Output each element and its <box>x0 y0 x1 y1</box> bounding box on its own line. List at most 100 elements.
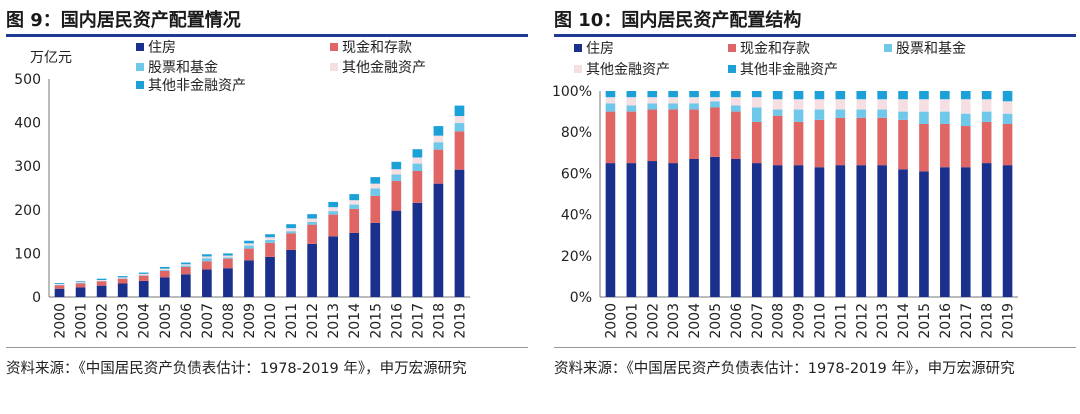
bar-segment <box>835 91 846 100</box>
x-tick-label: 2013 <box>326 303 342 339</box>
bar-segment <box>117 278 128 284</box>
bar-segment <box>689 109 699 159</box>
legend-swatch <box>136 43 144 51</box>
bar-segment <box>877 117 887 166</box>
legend-swatch <box>574 65 582 73</box>
bar-segment <box>877 99 887 110</box>
bar-segment <box>244 248 254 261</box>
bar-segment <box>1002 123 1013 166</box>
bar-segment <box>605 163 616 297</box>
bar-segment <box>960 113 971 127</box>
bar-segment <box>919 99 929 112</box>
bar-segment <box>265 239 275 243</box>
x-tick-label: 2006 <box>179 303 195 339</box>
bar-segment <box>835 109 846 118</box>
y-tick-label: 80% <box>561 125 592 141</box>
bar-segment <box>856 109 867 118</box>
source-note: 资料来源：《中国居民资产负债表估计：1978-2019 年》，申万宏源研究 <box>6 361 467 377</box>
bar-segment <box>307 224 317 244</box>
x-tick-label: 2004 <box>137 303 153 339</box>
bar-segment <box>328 201 339 208</box>
bar-segment <box>433 149 444 184</box>
bar-segment <box>940 99 950 112</box>
bar-segment <box>981 99 992 112</box>
x-tick-label: 2015 <box>368 303 384 339</box>
x-tick-label: 2002 <box>95 303 111 339</box>
bar-segment <box>433 142 444 150</box>
legend-label: 其他非金融资产 <box>148 78 246 94</box>
y-tick-label: 500 <box>14 72 41 88</box>
x-tick-label: 2005 <box>708 303 724 339</box>
bar-segment <box>856 91 867 100</box>
bar-segment <box>751 97 762 108</box>
bar-segment <box>454 131 465 170</box>
bar-segment <box>981 111 992 122</box>
bar-segment <box>793 121 804 166</box>
x-tick-label: 2014 <box>347 303 363 339</box>
bar-segment <box>668 103 678 110</box>
bar-segment <box>919 111 929 124</box>
y-tick-label: 200 <box>14 203 41 219</box>
x-tick-label: 2016 <box>389 303 405 339</box>
legend-label: 现金和存款 <box>740 41 810 57</box>
bar-segment <box>54 288 65 297</box>
x-tick-label: 2010 <box>263 303 279 339</box>
legend-swatch <box>330 43 338 51</box>
bar-segment <box>202 261 212 270</box>
bar-segment <box>814 167 825 297</box>
bar-segment <box>668 109 678 164</box>
legend-swatch <box>136 81 144 89</box>
bar-segment <box>244 245 254 249</box>
source-divider <box>6 347 528 348</box>
bar-segment <box>391 161 402 170</box>
x-tick-label: 2018 <box>431 303 447 339</box>
bar-segment <box>75 287 86 297</box>
x-tick-label: 2015 <box>917 303 933 339</box>
x-tick-label: 2007 <box>750 303 766 339</box>
x-tick-label: 2014 <box>896 303 912 339</box>
bar-segment <box>159 277 170 297</box>
legend-swatch <box>884 44 892 52</box>
bar-segment <box>370 188 381 196</box>
bar-segment <box>223 253 233 256</box>
legend-swatch <box>728 44 736 52</box>
bar-segment <box>877 109 887 118</box>
bar-segment <box>814 99 825 110</box>
bar-segment <box>960 91 971 100</box>
x-tick-label: 2018 <box>980 303 996 339</box>
bar-segment <box>605 111 616 164</box>
bar-segment <box>814 109 825 120</box>
source-note: 资料来源：《中国居民资产负债表估计：1978-2019 年》，申万宏源研究 <box>554 361 1015 377</box>
bar-segment <box>647 91 658 98</box>
bar-segment <box>898 99 908 112</box>
y-tick-label: 400 <box>14 116 41 132</box>
bar-segment <box>981 121 992 164</box>
bar-segment <box>96 281 107 286</box>
legend-label: 住房 <box>148 40 176 56</box>
bar-segment <box>180 264 191 266</box>
x-tick-label: 2012 <box>854 303 870 339</box>
bar-segment <box>710 97 720 102</box>
bar-segment <box>689 158 699 297</box>
bar-segment <box>689 103 699 110</box>
bar-segment <box>814 91 825 100</box>
chart-panel-left: 图 9：国内居民资产配置情况 0 100 200 300 400 500 万亿元 2000 20… <box>0 0 532 414</box>
bar-segment <box>981 91 992 100</box>
bar-segment <box>138 275 149 281</box>
legend-swatch <box>574 44 582 52</box>
bar-segment <box>412 149 423 158</box>
bar-segment <box>138 273 149 276</box>
x-tick-label: 2000 <box>53 303 69 339</box>
bar-segment <box>793 99 804 110</box>
bar-segment <box>223 255 233 258</box>
chart-panel-right: 图 10：国内居民资产配置结构 0% 20% 40% 60% 80% 100% 2000 20… <box>548 0 1080 414</box>
bar-segment <box>286 249 296 297</box>
bar-segment <box>940 91 950 100</box>
source-divider <box>554 347 1076 348</box>
x-tick-label: 2007 <box>200 303 216 339</box>
bar-segment <box>54 285 65 289</box>
bar-segment <box>286 228 296 232</box>
bar-segment <box>772 165 783 297</box>
bar-segment <box>265 234 275 238</box>
bar-segment <box>349 204 360 209</box>
